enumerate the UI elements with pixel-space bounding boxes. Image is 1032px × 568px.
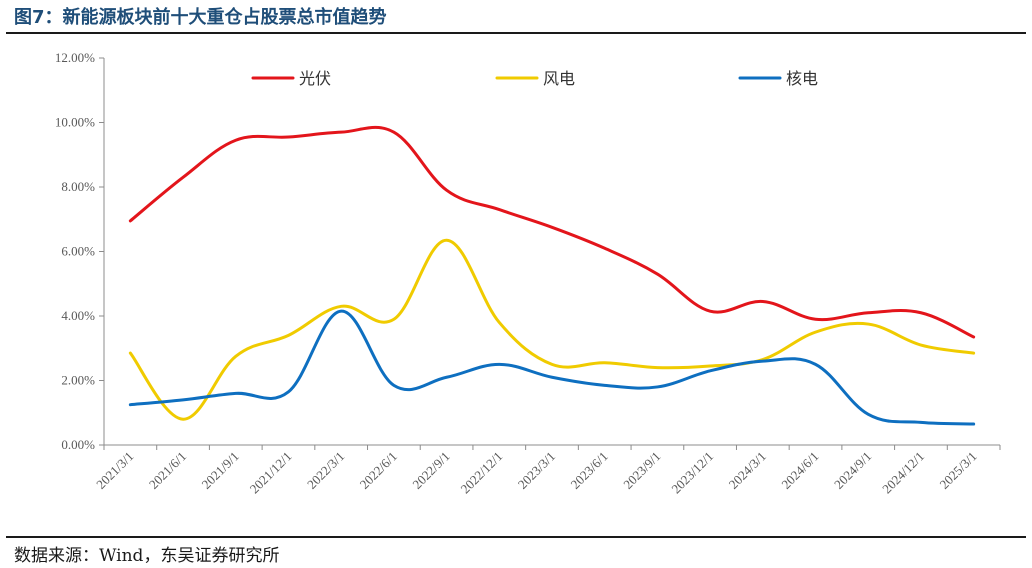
- x-tick-label: 2021/6/1: [146, 449, 189, 492]
- x-tick-label: 2023/3/1: [515, 449, 558, 492]
- x-tick-label: 2021/9/1: [199, 449, 242, 492]
- y-tick-label: 8.00%: [61, 179, 95, 194]
- x-tick-label: 2023/6/1: [568, 449, 611, 492]
- legend-label-wind: 风电: [543, 69, 575, 88]
- x-tick-label: 2025/3/1: [936, 449, 979, 492]
- y-axis-ticks: 0.00% 2.00% 4.00% 6.00% 8.00% 10.00% 12.00%: [55, 50, 104, 452]
- series-line-solar: [128, 125, 976, 339]
- x-tick-label: 2024/9/1: [831, 449, 874, 492]
- legend-label-nuclear: 核电: [786, 69, 818, 88]
- x-tick-label: 2024/12/1: [879, 449, 927, 497]
- y-tick-label: 12.00%: [55, 50, 95, 65]
- x-tick-label: 2021/3/1: [93, 449, 136, 492]
- series-lines: [128, 125, 976, 426]
- axes: [103, 58, 1000, 446]
- y-tick-label: 6.00%: [61, 244, 95, 259]
- y-tick-label: 2.00%: [61, 373, 95, 388]
- source-note: 数据来源：Wind，东吴证券研究所: [14, 546, 280, 566]
- y-tick-label: 0.00%: [61, 437, 95, 452]
- series-line-wind: [128, 238, 976, 421]
- x-tick-label: 2022/3/1: [304, 449, 347, 492]
- y-tick-label: 10.00%: [55, 115, 95, 130]
- x-tick-label: 2022/12/1: [458, 449, 506, 497]
- x-axis-ticks: 2021/3/1 2021/6/1 2021/9/1 2021/12/1 2022/3/…: [93, 445, 1001, 497]
- legend: 光伏 风电 核电: [251, 69, 818, 88]
- x-tick-label: 2023/9/1: [620, 449, 663, 492]
- figure-title: 图7：新能源板块前十大重仓占股票总市值趋势: [14, 7, 387, 28]
- bottom-rule: [6, 536, 1026, 538]
- x-tick-label: 2023/12/1: [668, 449, 716, 497]
- legend-label-solar: 光伏: [299, 69, 331, 88]
- x-tick-label: 2024/6/1: [778, 449, 821, 492]
- line-chart: 0.00% 2.00% 4.00% 6.00% 8.00% 10.00% 12.00% 20…: [55, 50, 1001, 497]
- series-line-nuclear: [128, 309, 976, 426]
- x-tick-label: 2021/12/1: [247, 449, 295, 497]
- x-tick-label: 2022/6/1: [357, 449, 400, 492]
- x-tick-label: 2024/3/1: [726, 449, 769, 492]
- y-tick-label: 4.00%: [61, 308, 95, 323]
- top-rule: [6, 32, 1026, 34]
- x-tick-label: 2022/9/1: [409, 449, 452, 492]
